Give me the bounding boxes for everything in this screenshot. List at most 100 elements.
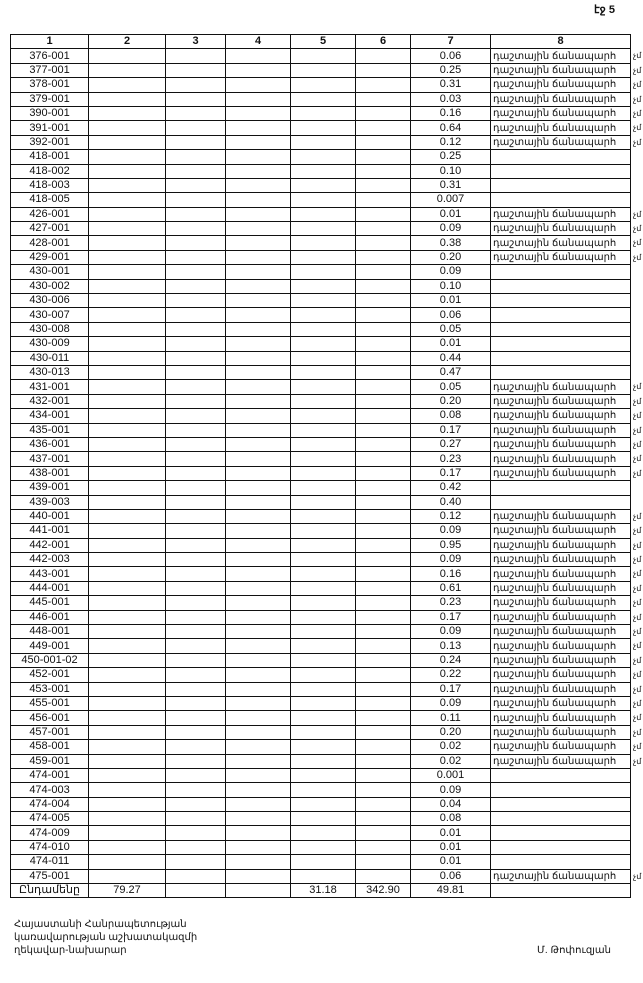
table-cell [290,595,356,611]
road-label: դաշտային ճանապարհ [493,669,617,681]
table-cell [355,336,411,352]
table-cell [355,235,411,251]
table-row: 432-001 0.20 դաշտային ճանապարհ չմ [10,393,641,410]
table-cell [225,408,291,424]
road-label: դաշտային ճանապարհ [493,93,617,105]
table-cell [88,221,166,237]
table-cell [225,192,291,208]
table-cell [355,825,411,841]
table-row: 376-001 0.06 դաշտային ճանապարհ չմ [10,48,641,64]
table-cell [355,422,411,438]
table-cell: 474-003 [10,782,89,798]
table-cell [88,451,166,467]
table-cell: դաշտային ճանապարհ չմ [490,724,641,741]
table-cell [355,48,411,64]
table-cell [88,566,166,582]
table-cell: 0.64 [410,120,491,136]
table-row: 426-001 0.01 դաշտային ճանապարհ չմ [10,206,641,223]
table-cell [88,235,166,251]
land-plots-table: 1 2 3 4 5 6 7 8 376-001 0.06 դաշտային ճանա… [10,33,641,899]
road-label: դաշտային ճանապարհ [493,381,617,393]
margin-mark: չմ [633,209,642,219]
margin-mark: չմ [633,612,642,622]
table-cell: 377-001 [10,62,89,79]
table-cell [165,681,226,697]
table-cell [225,839,291,856]
table-cell [88,163,166,179]
table-cell: 430-002 [10,278,89,295]
margin-mark: չմ [633,698,642,708]
table-cell [225,624,291,640]
table-cell [355,624,411,640]
table-cell [290,321,356,338]
table-cell: 0.09 [410,782,491,798]
table-cell [355,120,411,136]
table-cell [290,681,356,697]
table-cell: 442-003 [10,552,89,568]
table-cell [225,149,291,165]
table-cell: 0.01 [410,854,491,870]
table-cell [88,91,166,107]
table-cell: 0.31 [410,177,491,194]
road-label: դաշտային ճանապարհ [493,626,617,638]
table-cell: 0.007 [410,192,491,208]
table-row: 442-003 0.09 դաշտային ճանապարհ չմ [10,552,641,568]
table-cell [165,580,226,597]
table-cell: 449-001 [10,638,89,654]
table-cell [88,595,166,611]
table-cell: 439-003 [10,494,89,510]
table-cell: 0.09 [410,221,491,237]
table-cell: 418-002 [10,163,89,179]
road-label: դաշտային ճանապարհ [493,410,617,422]
table-cell [290,854,356,870]
table-cell: 0.01 [410,206,491,223]
table-cell: դաշտային ճանապարհ չմ [490,652,641,669]
table-cell: 0.001 [410,767,491,784]
table-cell [355,163,411,179]
table-cell [290,566,356,582]
table-cell: 426-001 [10,206,89,223]
table-cell: 428-001 [10,235,89,251]
table-cell [355,278,411,295]
table-cell [355,523,411,539]
table-row: 457-001 0.20 դաշտային ճանապարհ չմ [10,724,641,741]
table-cell [355,854,411,870]
table-cell [225,868,291,885]
table-cell: 0.17 [410,422,491,438]
table-cell [355,192,411,208]
table-cell [490,192,631,208]
table-cell: դաշտային ճանապարհ չմ [490,465,641,482]
table-row: 429-001 0.20 դաշտային ճանապարհ չմ [10,249,641,266]
road-label: դաշտային ճանապարհ [493,467,617,479]
table-cell [355,149,411,165]
road-label: դաշտային ճանապարհ [493,539,617,551]
page-number: էջ 5 [594,4,615,16]
margin-mark: չմ [633,382,642,392]
table-cell [290,451,356,467]
table-cell: 0.10 [410,278,491,295]
table-cell [490,480,631,496]
road-label: դաշտային ճանապարհ [493,712,617,724]
table-cell [355,724,411,741]
table-cell: 0.38 [410,235,491,251]
table-cell: դաշտային ճանապարհ չմ [490,624,641,640]
table-row: 428-001 0.38 դաշտային ճանապարհ չմ [10,235,641,251]
table-cell: 0.16 [410,105,491,122]
margin-mark: չմ [633,252,642,262]
table-cell [490,336,631,352]
table-cell [165,77,226,93]
table-cell [290,364,356,381]
table-cell [290,105,356,122]
table-cell: 436-001 [10,436,89,453]
table-cell: 450-001-02 [10,652,89,669]
table-cell [88,782,166,798]
table-cell [355,436,411,453]
table-row: 434-001 0.08 դաշտային ճանապարհ չմ [10,408,641,424]
table-cell [165,293,226,309]
table-cell: դաշտային ճանապարհ չմ [490,552,641,568]
table-cell: 437-001 [10,451,89,467]
table-cell: 0.08 [410,811,491,827]
table-cell [290,523,356,539]
table-cell: դաշտային ճանապարհ չմ [490,868,641,885]
table-cell [490,278,631,295]
